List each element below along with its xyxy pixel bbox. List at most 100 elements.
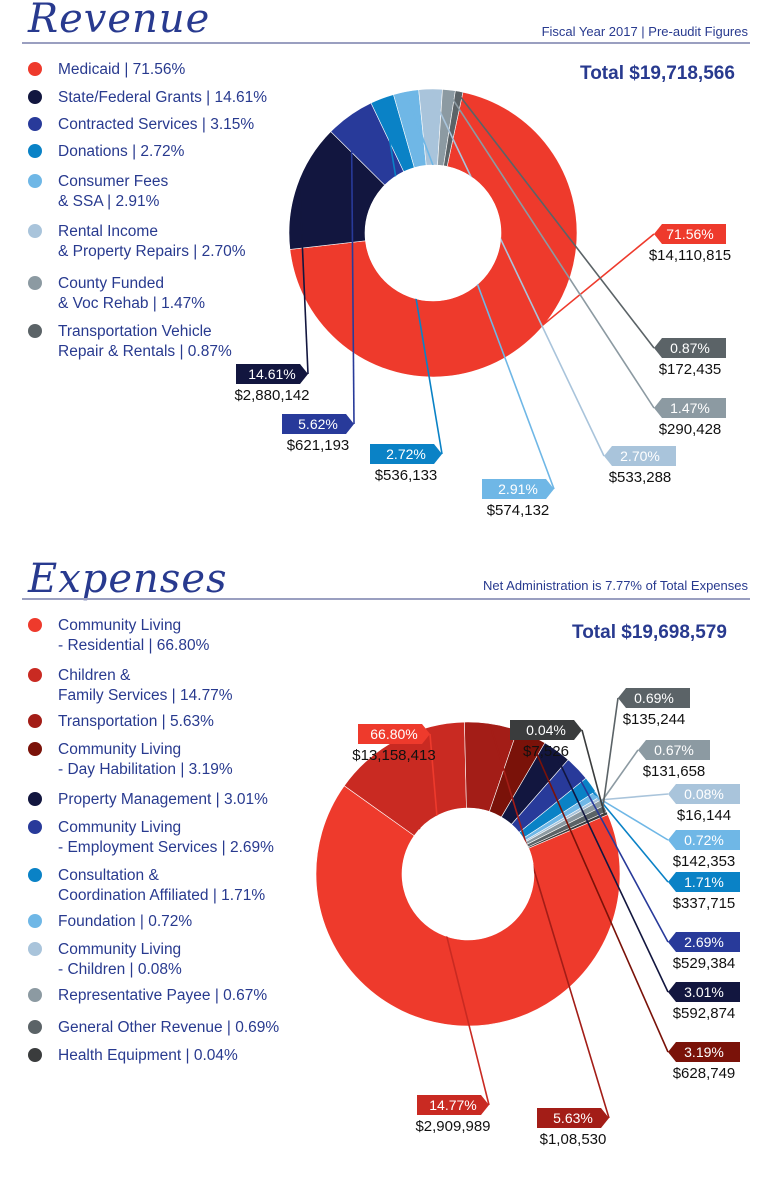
- expenses-heading: Expenses: [28, 556, 228, 602]
- expenses-leader-line: [597, 793, 669, 801]
- expenses-legend-swatch: [28, 668, 42, 682]
- revenue-legend-label: Medicaid | 71.56%: [58, 61, 186, 78]
- revenue-legend-label: State/Federal Grants | 14.61%: [58, 89, 268, 106]
- revenue-subtitle: Fiscal Year 2017 | Pre-audit Figures: [541, 24, 748, 39]
- expenses-callout-box: [618, 688, 690, 708]
- revenue-callout-box: [370, 444, 442, 464]
- revenue-leader-line: [350, 118, 355, 425]
- expenses-leader-line: [594, 795, 669, 841]
- revenue-legend-label: Contracted Services | 3.15%: [58, 116, 255, 133]
- expenses-callout-percent: 0.72%: [684, 832, 724, 848]
- expenses-callout-amount: $13,158,413: [352, 747, 435, 764]
- expenses-legend-swatch: [28, 942, 42, 956]
- expenses-callout-amount: $337,715: [673, 895, 736, 912]
- revenue-legend-label: Donations | 2.72%: [58, 143, 185, 160]
- revenue-callout-box: [604, 446, 676, 466]
- revenue-legend-swatch: [28, 117, 42, 131]
- expenses-divider: [22, 598, 750, 600]
- revenue-leader-line: [298, 186, 309, 375]
- revenue-callout-box: [654, 338, 726, 358]
- expenses-section: Expenses Net Administration is 7.77% of …: [0, 556, 784, 1200]
- expenses-leader-line: [574, 770, 669, 943]
- revenue-callout-percent: 2.72%: [386, 446, 426, 462]
- revenue-legend-label: Transportation Vehicle Repair & Rentals …: [58, 323, 232, 360]
- expenses-callout-percent: 2.69%: [684, 934, 724, 950]
- revenue-legend-label: County Funded & Voc Rehab | 1.47%: [58, 275, 206, 312]
- expenses-callout-amount: $529,384: [673, 955, 736, 972]
- expenses-callout-amount: $1,08,530: [540, 1131, 607, 1148]
- revenue-divider: [22, 42, 750, 44]
- expenses-legend-swatch: [28, 742, 42, 756]
- revenue-callout-percent: 2.91%: [498, 481, 538, 497]
- expenses-callout-amount: $135,244: [623, 711, 686, 728]
- revenue-legend-swatch: [28, 224, 42, 238]
- revenue-callout-amount: $172,435: [659, 361, 722, 378]
- expenses-legend-label: Consultation & Coordination Affiliated |…: [58, 867, 266, 904]
- expenses-callout-amount: $7,526: [523, 743, 569, 760]
- expenses-callouts: 66.80% $13,158,413 14.77% $2,909,989 5.63% $1…: [352, 688, 740, 1148]
- revenue-callout-percent: 0.87%: [670, 340, 710, 356]
- expenses-callout-amount: $628,749: [673, 1065, 736, 1082]
- revenue-callout-percent: 5.62%: [298, 416, 338, 432]
- expenses-legend-swatch: [28, 618, 42, 632]
- expenses-callout-percent: 1.71%: [684, 874, 724, 890]
- revenue-donut-hole: [365, 165, 501, 301]
- expenses-leader-line: [601, 697, 619, 811]
- revenue-leader-line: [405, 94, 555, 490]
- revenue-legend-swatch: [28, 62, 42, 76]
- expenses-callout-box: [668, 872, 740, 892]
- expenses-legend-swatch: [28, 988, 42, 1002]
- revenue-leader-line: [429, 91, 605, 457]
- revenue-leader-line: [527, 233, 655, 338]
- expenses-legend-label: Property Management | 3.01%: [58, 791, 268, 808]
- revenue-legend-swatch: [28, 144, 42, 158]
- expenses-legend-label: Transportation | 5.63%: [58, 713, 214, 730]
- revenue-callout-amount: $621,193: [287, 437, 350, 454]
- revenue-callout-percent: 71.56%: [666, 226, 713, 242]
- revenue-callouts: 71.56% $14,110,815 14.61% $2,880,142 5.62% $6…: [234, 224, 731, 519]
- revenue-callout-percent: 14.61%: [248, 366, 295, 382]
- expenses-legend-label: General Other Revenue | 0.69%: [58, 1019, 280, 1036]
- expenses-callout-box: [638, 740, 710, 760]
- expenses-legend-swatch: [28, 1048, 42, 1062]
- revenue-callout-amount: $2,880,142: [234, 387, 309, 404]
- expenses-leader-line: [581, 729, 606, 815]
- expenses-callout-percent: 0.69%: [634, 690, 674, 706]
- revenue-callout-amount: $533,288: [609, 469, 672, 486]
- expenses-callout-box: [668, 1042, 740, 1062]
- expenses-callout-box: [537, 1108, 609, 1128]
- expenses-leader-line: [554, 752, 669, 993]
- revenue-legend-swatch: [28, 276, 42, 290]
- expenses-donut-chart: 66.80% $13,158,413 14.77% $2,909,989 5.63% $1…: [315, 688, 740, 1148]
- revenue-legend-swatch: [28, 90, 42, 104]
- expenses-legend-label: Community Living - Residential | 66.80%: [58, 617, 210, 654]
- expenses-leader-lines: [397, 697, 669, 1119]
- revenue-slices: [288, 88, 578, 378]
- revenue-section: Revenue Fiscal Year 2017 | Pre-audit Fig…: [0, 0, 784, 560]
- expenses-callout-percent: 0.67%: [654, 742, 694, 758]
- expenses-legend-swatch: [28, 914, 42, 928]
- expenses-legend-label: Community Living - Children | 0.08%: [58, 941, 182, 978]
- expenses-legend-label: Children & Family Services | 14.77%: [58, 667, 233, 704]
- revenue-leader-line: [447, 92, 655, 409]
- expenses-leader-line: [489, 726, 610, 1119]
- expenses-legend-swatch: [28, 1020, 42, 1034]
- revenue-callout-amount: $574,132: [487, 502, 550, 519]
- expenses-legend-swatch: [28, 714, 42, 728]
- expenses-legend-label: Community Living - Day Habilitation | 3.…: [58, 741, 233, 778]
- revenue-legend-label: Consumer Fees & SSA | 2.91%: [58, 173, 169, 210]
- expenses-legend-label: Representative Payee | 0.67%: [58, 987, 268, 1004]
- expenses-legend-swatch: [28, 820, 42, 834]
- expenses-callout-amount: $131,658: [643, 763, 706, 780]
- expenses-callout-percent: 0.04%: [526, 722, 566, 738]
- revenue-legend-swatch: [28, 324, 42, 338]
- revenue-total: Total $19,718,566: [580, 63, 735, 84]
- expenses-callout-box: [668, 932, 740, 952]
- revenue-callout-percent: 2.70%: [620, 448, 660, 464]
- expenses-total: Total $19,698,579: [572, 622, 727, 643]
- expenses-callout-percent: 14.77%: [429, 1097, 476, 1113]
- revenue-callout-box: [482, 479, 554, 499]
- expenses-legend-label: Foundation | 0.72%: [58, 913, 193, 930]
- expenses-callout-box: [510, 720, 582, 740]
- revenue-donut-chart: 71.56% $14,110,815 14.61% $2,880,142 5.62% $6…: [234, 88, 731, 519]
